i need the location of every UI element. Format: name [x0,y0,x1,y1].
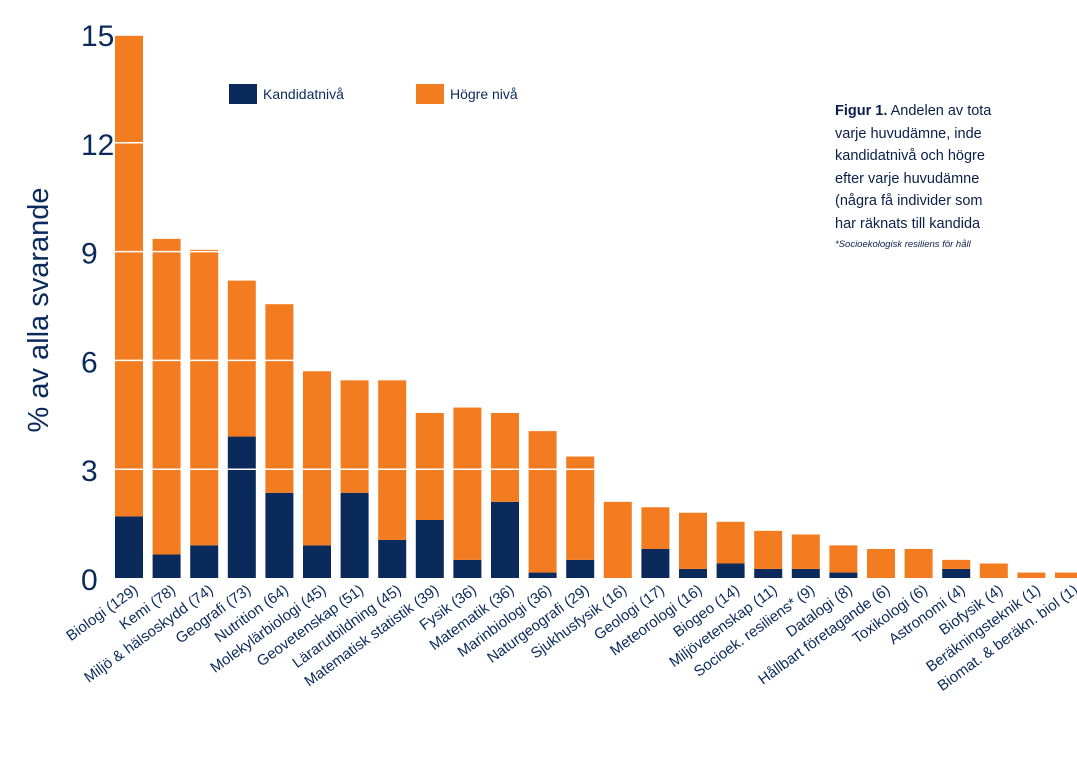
bar-hogre-21 [904,548,933,578]
caption-line-6: har räknats till kandida [835,215,981,232]
legend-label-hogre: Högre nivå [450,86,518,102]
bar-kandidat-6 [340,492,369,578]
bar-kandidat-22 [942,568,971,578]
y-tick-label: 12 [81,129,114,162]
bar-hogre-4 [265,304,294,493]
figure-label: Figur 1. [835,103,888,119]
bar-kandidat-11 [528,572,557,578]
bar-kandidat-19 [829,572,858,578]
bar-hogre-9 [453,407,482,560]
caption-line-1-text: Andelen av tota [887,103,992,119]
bar-kandidat-3 [227,436,256,578]
bar-kandidat-1 [152,554,181,578]
figure-caption: Figur 1. Andelen av tota varje huvudämne… [835,100,1077,253]
bar-hogre-16 [716,521,745,564]
y-tick-label: 6 [81,346,98,379]
bar-hogre-10 [491,412,519,502]
x-tick-labels: Biologi (129)Kemi (78)Miljö & hälsoskydd… [63,581,1077,694]
bar-hogre-7 [378,380,407,540]
bar-hogre-25 [1055,572,1077,578]
bar-kandidat-2 [190,545,219,578]
y-tick-label: 9 [81,238,98,271]
bar-kandidat-17 [754,568,783,578]
bar-hogre-14 [641,507,670,549]
bar-kandidat-5 [303,545,331,578]
legend-swatch-kandidat [229,84,257,104]
bar-hogre-6 [340,380,369,493]
bars-group [115,35,1077,578]
bar-hogre-18 [791,534,820,569]
bar-kandidat-15 [679,568,707,578]
bar-kandidat-14 [641,548,670,578]
caption-line-3: kandidatnivå och högre [835,148,985,164]
bar-kandidat-7 [378,539,407,578]
bar-hogre-1 [152,238,181,555]
caption-line-2: varje huvudämne, inde [835,125,982,142]
bar-kandidat-0 [115,516,143,578]
y-tick-label: 3 [81,455,98,488]
bar-hogre-24 [1017,572,1046,578]
legend-swatch-hogre [416,84,444,104]
y-tick-label: 0 [81,564,98,597]
caption-line-4: efter varje huvudämne [835,170,980,187]
bar-hogre-3 [227,280,256,437]
bar-kandidat-4 [265,492,294,578]
bar-hogre-12 [566,456,595,560]
bar-kandidat-12 [566,559,595,578]
bar-hogre-11 [528,431,557,573]
bar-hogre-5 [303,371,331,546]
caption-footnote: *Socioekologisk resiliens för håll [835,239,971,250]
legend: Kandidatnivå Högre nivå [229,84,518,104]
bar-kandidat-10 [491,501,519,578]
bar-kandidat-18 [791,568,820,578]
y-tick-labels: 0 3 6 9 12 15 [81,20,114,597]
bar-hogre-22 [942,559,971,569]
bar-hogre-8 [415,412,444,520]
legend-label-kandidat: Kandidatnivå [263,86,344,102]
bar-hogre-0 [115,35,143,517]
bar-kandidat-8 [415,519,444,578]
bar-hogre-23 [979,563,1008,578]
bar-hogre-19 [829,545,858,573]
bar-hogre-15 [679,512,707,569]
y-tick-label: 15 [81,20,114,53]
bar-hogre-13 [603,501,632,578]
bar-hogre-2 [190,249,219,546]
bar-kandidat-9 [453,559,482,578]
bar-kandidat-16 [716,563,745,578]
bar-hogre-20 [867,548,895,578]
caption-line-5: (några få individer som [835,193,983,209]
gridlines-group [110,33,1077,470]
bar-hogre-17 [754,530,783,569]
y-axis-label: % av alla svarande [23,187,55,432]
caption-line-1: Figur 1. Andelen av tota [835,100,1077,123]
